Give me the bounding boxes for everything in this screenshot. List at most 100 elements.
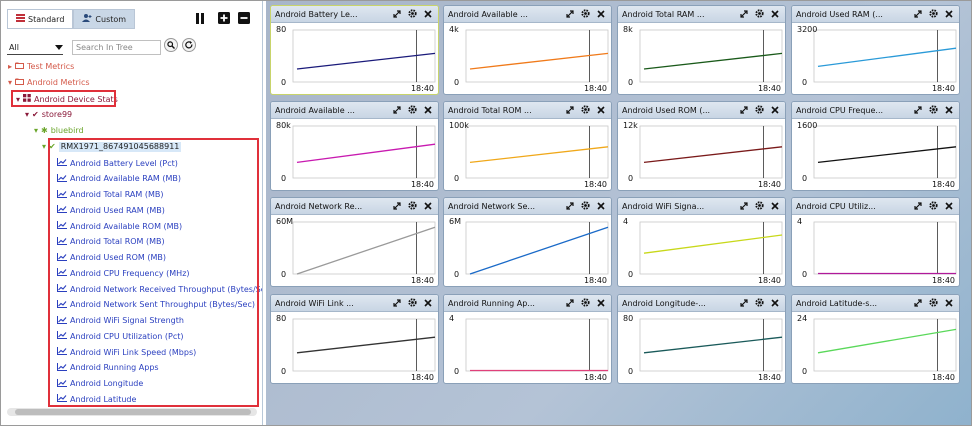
- card-header[interactable]: Android CPU Freque...: [792, 102, 959, 119]
- gear-icon[interactable]: [755, 105, 764, 116]
- card-header[interactable]: Android Available ...: [444, 6, 611, 23]
- collapse-all-button[interactable]: [238, 12, 250, 24]
- close-icon[interactable]: [771, 105, 779, 116]
- tree-node-android-metrics[interactable]: ▾ Android Metrics: [8, 78, 90, 88]
- maximize-icon[interactable]: [393, 201, 401, 212]
- close-icon[interactable]: [771, 201, 779, 212]
- metric-chart-card[interactable]: Android Battery Le... 80 0 18:40: [270, 5, 439, 95]
- metric-chart-card[interactable]: Android CPU Utiliz... 4 0 18:40: [791, 197, 960, 287]
- gear-icon[interactable]: [408, 201, 417, 212]
- gear-icon[interactable]: [581, 9, 590, 20]
- tree-node-store[interactable]: ▾ ✔ store99: [25, 110, 72, 120]
- close-icon[interactable]: [597, 201, 605, 212]
- metric-chart-card[interactable]: Android Running Ap... 4 0 18:40: [443, 294, 612, 384]
- maximize-icon[interactable]: [566, 201, 574, 212]
- tab-custom[interactable]: Custom: [73, 9, 136, 29]
- tree-metric-item[interactable]: Android Total ROM (MB): [57, 236, 165, 248]
- tree-metric-item[interactable]: Android Network Sent Throughput (Bytes/S…: [57, 299, 255, 311]
- gear-icon[interactable]: [408, 9, 417, 20]
- close-icon[interactable]: [945, 298, 953, 309]
- tree-metric-item[interactable]: Android WiFi Link Speed (Mbps): [57, 347, 196, 358]
- metric-chart-card[interactable]: Android Used ROM (... 12k 0 18:40: [617, 101, 786, 191]
- scrollbar-thumb[interactable]: [15, 409, 251, 415]
- close-icon[interactable]: [597, 9, 605, 20]
- tree-metric-item[interactable]: Android Latitude: [57, 394, 136, 405]
- gear-icon[interactable]: [755, 9, 764, 20]
- tree-node-group[interactable]: ▾ ✱ bluebird: [34, 126, 84, 136]
- card-header[interactable]: Android Running Ap...: [444, 295, 611, 312]
- card-header[interactable]: Android Battery Le...: [271, 6, 438, 23]
- metric-chart-card[interactable]: Android Total ROM ... 100k 0 18:40: [443, 101, 612, 191]
- tree-metric-item[interactable]: Android Used RAM (MB): [57, 205, 165, 216]
- maximize-icon[interactable]: [914, 9, 922, 20]
- gear-icon[interactable]: [581, 298, 590, 309]
- maximize-icon[interactable]: [566, 9, 574, 20]
- filter-select[interactable]: All: [7, 40, 63, 55]
- metric-chart-card[interactable]: Android Available ... 80k 0 18:40: [270, 101, 439, 191]
- gear-icon[interactable]: [929, 9, 938, 20]
- close-icon[interactable]: [597, 105, 605, 116]
- gear-icon[interactable]: [929, 105, 938, 116]
- card-header[interactable]: Android CPU Utiliz...: [792, 198, 959, 215]
- card-header[interactable]: Android Total ROM ...: [444, 102, 611, 119]
- tree-metric-item[interactable]: Android WiFi Signal Strength: [57, 315, 184, 327]
- gear-icon[interactable]: [581, 201, 590, 212]
- maximize-icon[interactable]: [740, 298, 748, 309]
- tree-search-input[interactable]: [72, 40, 161, 55]
- search-button[interactable]: [164, 38, 178, 52]
- maximize-icon[interactable]: [740, 105, 748, 116]
- tree-node-test-metrics[interactable]: ▸ Test Metrics: [8, 62, 74, 72]
- pause-button[interactable]: [194, 12, 206, 24]
- card-header[interactable]: Android Used ROM (...: [618, 102, 785, 119]
- maximize-icon[interactable]: [566, 105, 574, 116]
- refresh-button[interactable]: [182, 38, 196, 52]
- card-header[interactable]: Android Network Se...: [444, 198, 611, 215]
- close-icon[interactable]: [945, 105, 953, 116]
- metric-chart-card[interactable]: Android Total RAM ... 8k 0 18:40: [617, 5, 786, 95]
- tree-node-android-device-stats[interactable]: ▾ Android Device Stats: [16, 94, 118, 105]
- tree-metric-item[interactable]: Android Running Apps: [57, 362, 159, 374]
- card-header[interactable]: Android Used RAM (...: [792, 6, 959, 23]
- close-icon[interactable]: [424, 201, 432, 212]
- tree-metric-item[interactable]: Android Used ROM (MB): [57, 252, 166, 264]
- metric-chart-card[interactable]: Android Network Re... 60M 0 18:40: [270, 197, 439, 287]
- metric-chart-card[interactable]: Android Longitude-... 80 0 18:40: [617, 294, 786, 384]
- card-header[interactable]: Android Longitude-...: [618, 295, 785, 312]
- gear-icon[interactable]: [929, 298, 938, 309]
- close-icon[interactable]: [424, 9, 432, 20]
- maximize-icon[interactable]: [914, 201, 922, 212]
- metric-chart-card[interactable]: Android Latitude-s... 24 0 18:40: [791, 294, 960, 384]
- gear-icon[interactable]: [755, 201, 764, 212]
- gear-icon[interactable]: [408, 298, 417, 309]
- maximize-icon[interactable]: [393, 298, 401, 309]
- card-header[interactable]: Android WiFi Signa...: [618, 198, 785, 215]
- metric-chart-card[interactable]: Android WiFi Signa... 4 0 18:40: [617, 197, 786, 287]
- maximize-icon[interactable]: [914, 298, 922, 309]
- maximize-icon[interactable]: [740, 9, 748, 20]
- expand-all-button[interactable]: [218, 12, 230, 24]
- maximize-icon[interactable]: [393, 9, 401, 20]
- maximize-icon[interactable]: [566, 298, 574, 309]
- maximize-icon[interactable]: [740, 201, 748, 212]
- close-icon[interactable]: [771, 9, 779, 20]
- card-header[interactable]: Android Total RAM ...: [618, 6, 785, 23]
- tree-metric-item[interactable]: Android Available ROM (MB): [57, 221, 182, 232]
- metric-chart-card[interactable]: Android CPU Freque... 1600 0 18:40: [791, 101, 960, 191]
- tree-metric-item[interactable]: Android Available RAM (MB): [57, 173, 181, 185]
- maximize-icon[interactable]: [393, 105, 401, 116]
- tab-standard[interactable]: Standard: [7, 9, 74, 29]
- tree-node-device[interactable]: ▾ ✔ RMX1971_867491045688911: [42, 142, 182, 152]
- tree-metric-item[interactable]: Android Network Received Throughput (Byt…: [57, 284, 262, 295]
- card-header[interactable]: Android WiFi Link ...: [271, 295, 438, 312]
- close-icon[interactable]: [424, 105, 432, 116]
- card-header[interactable]: Android Latitude-s...: [792, 295, 959, 312]
- close-icon[interactable]: [597, 298, 605, 309]
- tree-metric-item[interactable]: Android Longitude: [57, 378, 143, 390]
- card-header[interactable]: Android Available ...: [271, 102, 438, 119]
- card-header[interactable]: Android Network Re...: [271, 198, 438, 215]
- close-icon[interactable]: [945, 201, 953, 212]
- horizontal-scrollbar[interactable]: [7, 408, 257, 416]
- metric-chart-card[interactable]: Android Network Se... 6M 0 18:40: [443, 197, 612, 287]
- metric-chart-card[interactable]: Android Available ... 4k 0 18:40: [443, 5, 612, 95]
- gear-icon[interactable]: [755, 298, 764, 309]
